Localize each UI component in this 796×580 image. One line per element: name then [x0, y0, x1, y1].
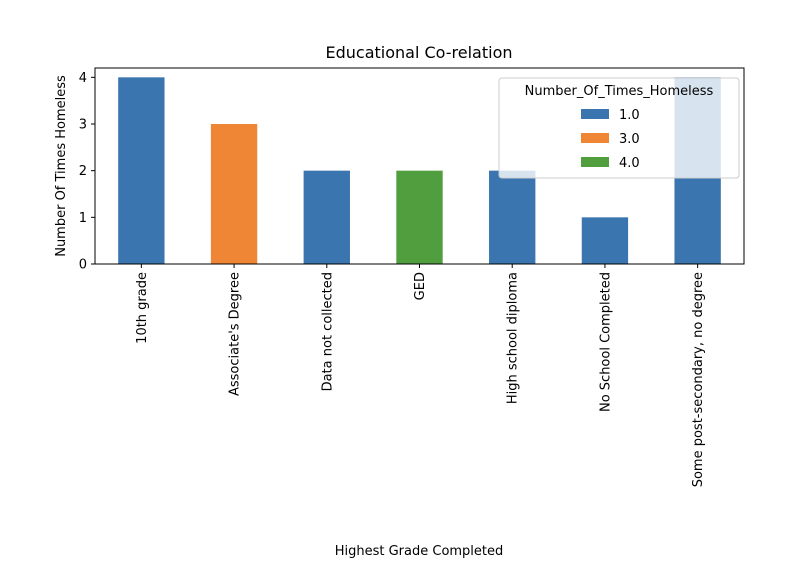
legend-swatch-4-0	[581, 157, 609, 167]
bar-3-0-1	[210, 124, 258, 264]
plot-frame	[94, 67, 745, 265]
bar-4-0-3	[396, 170, 443, 264]
y-axis-title: Number Of Times Homeless	[54, 75, 69, 257]
y-axis-ticks: 0 1 2 3 4	[79, 71, 95, 273]
y-tick-label: 0	[79, 258, 87, 273]
legend-swatch-1-0	[581, 109, 609, 119]
x-tick-label: GED	[413, 272, 428, 300]
bar-1-0-5	[581, 217, 629, 264]
chart-title: Educational Co-relation	[326, 43, 513, 62]
x-tick-label: Some post-secondary, no degree	[691, 272, 706, 487]
x-axis-title: Highest Grade Completed	[335, 544, 504, 559]
x-tick-label: 10th grade	[135, 272, 150, 344]
legend: Number_Of_Times_Homeless 1.0 3.0 4.0	[498, 77, 740, 179]
legend-label: 1.0	[619, 108, 640, 123]
x-axis-ticks: 10th grade Associate's Degree Data not col…	[135, 264, 706, 487]
x-tick-label: Associate's Degree	[228, 272, 243, 396]
y-tick-label: 4	[79, 71, 87, 86]
y-tick-label: 2	[79, 164, 87, 179]
y-tick-label: 1	[79, 211, 87, 226]
x-tick-label: No School Completed	[598, 272, 613, 412]
bar-1-0-4	[489, 170, 536, 264]
y-tick-label: 3	[79, 118, 87, 133]
x-tick-label: Data not collected	[320, 272, 335, 391]
legend-label: 4.0	[619, 156, 640, 171]
legend-frame	[498, 77, 740, 179]
bar-1-0-0	[118, 77, 165, 264]
legend-title: Number_Of_Times_Homeless	[525, 84, 714, 99]
legend-swatch-3-0	[581, 133, 609, 143]
bar-1-0-2	[303, 170, 350, 264]
x-tick-label: High school diploma	[506, 272, 521, 404]
legend-label: 3.0	[619, 132, 640, 147]
